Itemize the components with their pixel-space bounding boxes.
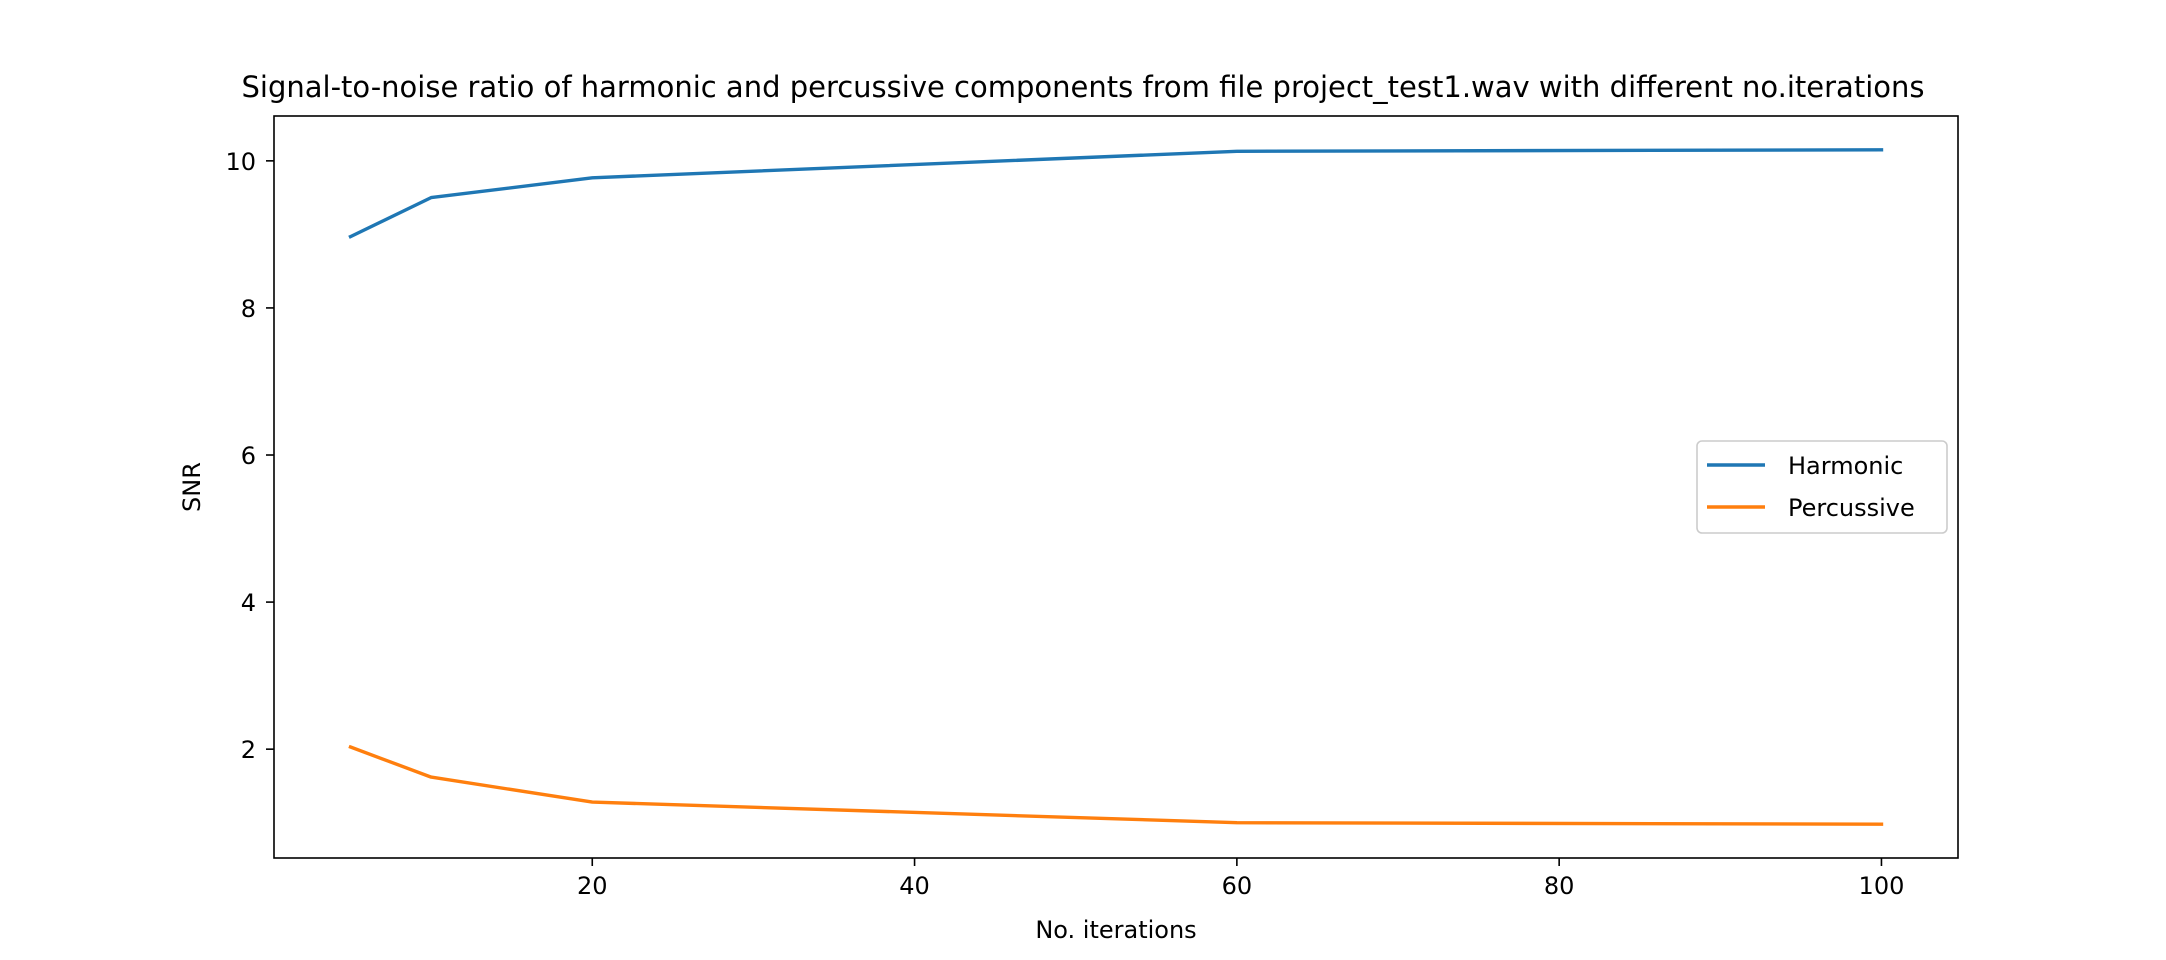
y-tick-label: 8 bbox=[241, 295, 256, 323]
y-axis: 2 4 6 8 10 bbox=[225, 148, 274, 764]
x-tick-label: 60 bbox=[1222, 872, 1253, 900]
legend-label: Percussive bbox=[1788, 494, 1915, 522]
x-tick-label: 40 bbox=[899, 872, 930, 900]
plot-frame bbox=[273, 115, 1959, 859]
x-axis-label: No. iterations bbox=[1035, 916, 1196, 944]
y-tick-label: 10 bbox=[225, 148, 256, 176]
legend: Harmonic Percussive bbox=[1696, 440, 1948, 534]
series-line-harmonic bbox=[348, 148, 1884, 239]
y-axis-label: SNR bbox=[178, 462, 206, 512]
legend-label: Harmonic bbox=[1788, 452, 1903, 480]
x-tick-label: 100 bbox=[1859, 872, 1905, 900]
y-tick-label: 6 bbox=[241, 442, 256, 470]
x-tick-label: 20 bbox=[577, 872, 608, 900]
series-lines bbox=[348, 148, 1884, 826]
x-axis: 20 40 60 80 100 bbox=[577, 858, 1904, 900]
plot-area bbox=[273, 115, 1959, 859]
x-tick-label: 80 bbox=[1544, 872, 1575, 900]
chart-title: Signal-to-noise ratio of harmonic and pe… bbox=[242, 70, 1925, 104]
series-line-percussive bbox=[348, 744, 1884, 826]
y-tick-label: 4 bbox=[241, 589, 256, 617]
y-tick-label: 2 bbox=[241, 736, 256, 764]
